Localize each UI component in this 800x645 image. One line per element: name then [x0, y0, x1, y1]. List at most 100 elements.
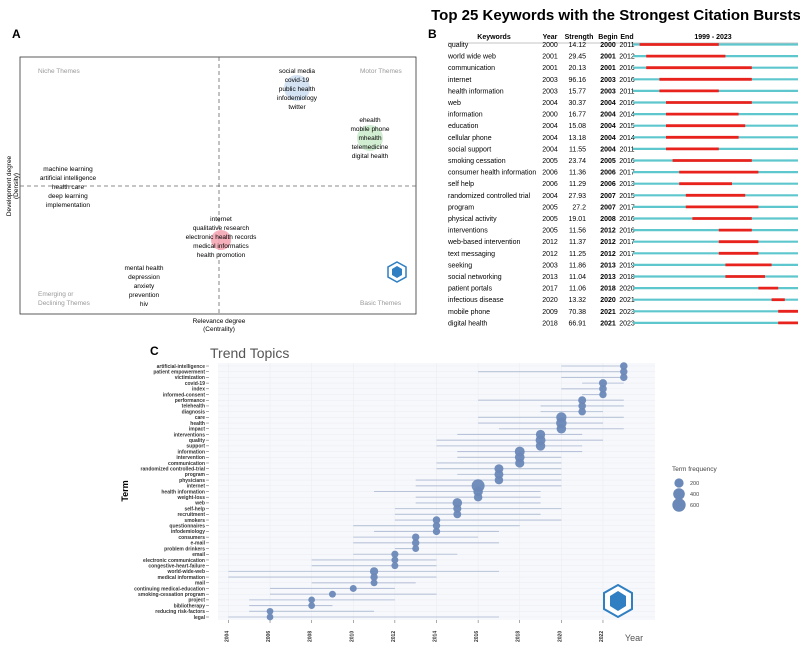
term-label: health information — [161, 489, 205, 495]
legend-size-label: 200 — [690, 481, 699, 487]
burst-end: 2015 — [619, 193, 635, 200]
burst-row: internet 2003 96.16 2003 2016 — [448, 77, 798, 84]
term-frequency-point — [620, 373, 628, 382]
thematic-map-frame — [19, 56, 417, 315]
burst-year: 2006 — [542, 181, 558, 188]
cluster-top-term: public health — [279, 86, 316, 93]
term-label: questionnaires — [169, 524, 205, 530]
burst-keyword: digital health — [448, 320, 487, 327]
burst-keyword: social support — [448, 146, 491, 153]
legend-title: Term frequency — [672, 466, 718, 473]
panel-a-letter: A — [12, 27, 21, 41]
term-frequency-point — [452, 498, 463, 508]
term-frequency-point — [308, 602, 315, 609]
panel-c-letter: C — [150, 344, 159, 358]
x-tick-label: 2008 — [308, 631, 314, 642]
panel-a: A Niche Themes Motor Themes Emerging or … — [6, 27, 417, 333]
burst-year: 2001 — [542, 65, 558, 72]
cluster-center-term: qualitative research — [193, 225, 250, 232]
quadrant-emerging-label-1: Emerging or — [38, 291, 74, 298]
legend-size-point — [673, 488, 685, 500]
burst-table-header: Keywords Year Strength Begin End 1999 - … — [477, 34, 732, 41]
burst-strength: 11.29 — [569, 181, 586, 188]
burst-row: self help 2006 11.29 2006 2013 — [448, 181, 798, 188]
burst-row: communication 2001 20.13 2001 2016 — [448, 65, 798, 72]
publisher-logo-c — [603, 583, 633, 619]
burst-strength: 11.37 — [569, 239, 586, 246]
burst-table-title: Top 25 Keywords with the Strongest Citat… — [431, 7, 800, 24]
burst-year: 2012 — [542, 251, 558, 258]
legend-size-label: 600 — [690, 503, 699, 509]
term-label: electronic communication — [143, 558, 205, 564]
x-tick-label: 2006 — [266, 631, 272, 642]
term-frequency-point — [411, 533, 420, 541]
burst-row: health information 2003 15.77 2003 2011 — [448, 88, 798, 95]
x-tick-label: 2012 — [391, 631, 397, 642]
cluster-bottom-term: prevention — [129, 292, 160, 299]
burst-end: 2019 — [619, 262, 635, 269]
term-label: randomized controlled-trial — [141, 466, 206, 472]
x-tick-label: 2022 — [599, 631, 605, 642]
quadrant-emerging-label-2: Declining Themes — [38, 300, 91, 307]
burst-row: cellular phone 2004 13.18 2004 2014 — [448, 135, 798, 142]
term-frequency-point — [349, 585, 357, 592]
burst-strength: 96.16 — [568, 77, 586, 84]
x-tick-label: 2020 — [557, 631, 563, 642]
x-axis-sublabel-a: (Centrality) — [203, 326, 235, 333]
x-tick-label: 2010 — [349, 631, 355, 642]
term-label: intervention — [176, 455, 205, 461]
cluster-right-term: ehealth — [359, 117, 381, 124]
term-frequency-point — [370, 579, 378, 587]
burst-keyword: cellular phone — [448, 135, 492, 142]
burst-row: quality 2000 14.12 2000 2011 — [448, 42, 798, 49]
burst-end: 2018 — [619, 274, 635, 281]
panel-b-letter: B — [428, 27, 437, 41]
cluster-right-term: mhealth — [358, 135, 382, 142]
burst-strength: 66.91 — [568, 320, 586, 327]
burst-end: 2014 — [619, 135, 635, 142]
burst-end: 2016 — [619, 65, 635, 72]
burst-end: 2011 — [619, 146, 634, 153]
panel-b: B Top 25 Keywords with the Strongest Cit… — [428, 7, 800, 327]
burst-end: 2023 — [619, 320, 635, 327]
burst-strength: 29.45 — [568, 54, 586, 61]
burst-keyword: education — [448, 123, 478, 130]
term-frequency-point — [432, 522, 441, 530]
burst-strength: 19.01 — [568, 216, 586, 223]
term-label: legal — [194, 615, 206, 621]
burst-begin: 2020 — [600, 297, 616, 304]
burst-row: web-based intervention 2012 11.37 2012 2017 — [447, 239, 798, 246]
burst-row: smoking cessation 2005 23.74 2005 2016 — [448, 158, 798, 165]
term-frequency-point — [578, 402, 586, 410]
header-begin: Begin — [598, 34, 617, 41]
burst-year: 2004 — [542, 193, 558, 200]
legend-size-point — [674, 478, 684, 488]
burst-begin: 2013 — [600, 262, 616, 269]
quadrant-motor-label: Motor Themes — [360, 68, 403, 75]
cluster-center: internet qualitative research electronic… — [186, 216, 258, 259]
term-label: support — [186, 444, 205, 450]
burst-row: text messaging 2012 11.25 2012 2017 — [448, 251, 798, 258]
burst-begin: 2004 — [600, 135, 616, 142]
burst-year: 2006 — [542, 170, 558, 177]
term-label: mail — [195, 581, 206, 587]
legend-size-point — [672, 498, 686, 512]
term-label: covid-19 — [185, 381, 206, 387]
burst-year: 2005 — [542, 158, 558, 165]
term-label: world-wide-web — [167, 569, 206, 575]
term-label: medical information — [157, 575, 205, 581]
burst-keyword: health information — [448, 88, 504, 95]
x-tick-label: 2016 — [474, 631, 480, 642]
header-end: End — [620, 34, 633, 41]
burst-year: 2000 — [542, 112, 558, 119]
burst-keyword: world wide web — [447, 54, 496, 61]
publisher-logo-a — [387, 261, 407, 283]
x-tick-label: 2004 — [224, 631, 230, 642]
burst-strength: 11.06 — [569, 286, 586, 293]
burst-begin: 2012 — [600, 228, 616, 235]
burst-row: digital health 2018 66.91 2021 2023 — [448, 320, 798, 327]
cluster-right-term: digital health — [352, 153, 389, 160]
term-label: informed-consent — [163, 392, 206, 398]
term-label: web — [194, 501, 205, 507]
x-tick-label: 2014 — [433, 631, 439, 642]
